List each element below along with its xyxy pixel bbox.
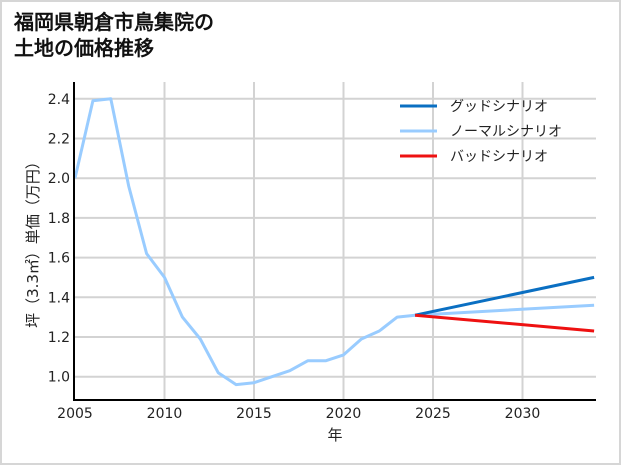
x-tick-label: 2015 <box>236 406 272 422</box>
x-axis-label: 年 <box>327 426 342 444</box>
x-tick-label: 2025 <box>415 406 451 422</box>
legend-label: バッドシナリオ <box>450 149 548 165</box>
line-chart: 1.0 1.2 1.4 1.6 1.8 2.0 2.2 2.4 2005 2010 2015 2020… <box>0 0 621 465</box>
y-tick-label: 1.0 <box>48 370 70 386</box>
x-tick-label: 2010 <box>147 406 183 422</box>
y-tick-label: 1.6 <box>48 251 70 267</box>
y-tick-label: 2.4 <box>48 92 70 108</box>
data-lines <box>75 99 594 385</box>
y-axis-label: 坪（3.3㎡）単価（万円） <box>24 154 42 328</box>
series-line <box>415 315 594 331</box>
x-tick-label: 2030 <box>505 406 541 422</box>
legend-label: ノーマルシナリオ <box>450 124 562 140</box>
y-tick-label: 2.0 <box>48 171 70 187</box>
legend-label: グッドシナリオ <box>450 99 548 115</box>
x-tick-label: 2005 <box>57 406 93 422</box>
series-line <box>75 99 594 385</box>
y-tick-label: 1.2 <box>48 330 70 346</box>
y-tick-label: 1.4 <box>48 290 70 306</box>
legend: グッドシナリオノーマルシナリオバッドシナリオ <box>400 99 562 165</box>
y-tick-label: 2.2 <box>48 132 70 148</box>
y-tick-label: 1.8 <box>48 211 70 227</box>
x-tick-label: 2020 <box>326 406 362 422</box>
